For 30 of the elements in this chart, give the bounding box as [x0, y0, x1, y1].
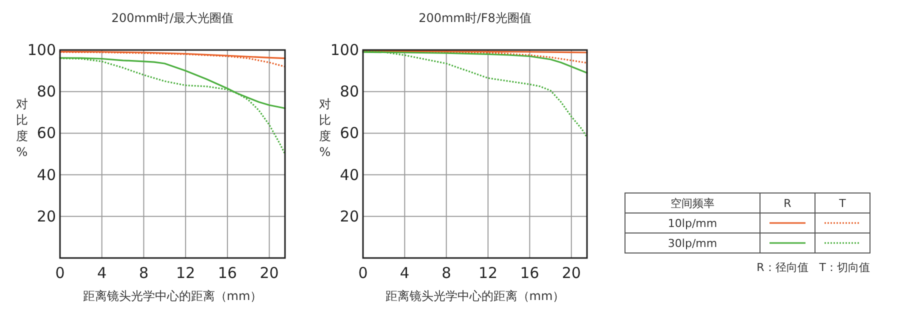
- y-axis-title: 对比度%: [319, 97, 331, 159]
- x-tick-label: 12: [478, 264, 498, 282]
- x-tick-label: 8: [138, 264, 148, 282]
- chart-title: 200mm时/最大光圈值: [111, 11, 234, 25]
- x-tick-label: 16: [520, 264, 540, 282]
- y-tick-label: 60: [340, 124, 359, 142]
- y-tick-label: 80: [36, 82, 56, 101]
- legend-title: 空间频率: [670, 197, 714, 210]
- x-tick-label: 8: [442, 264, 452, 282]
- legend: 空间频率 R T 10lp/mm 30lp/mm R：径向值 T：切向值: [624, 192, 870, 274]
- y-tick-label: 20: [36, 207, 56, 226]
- y-tick-label: 100: [330, 41, 359, 59]
- x-tick-label: 4: [97, 264, 107, 282]
- x-tick-label: 4: [400, 264, 410, 282]
- y-tick-label: 60: [36, 124, 56, 142]
- x-tick-label: 0: [55, 264, 65, 282]
- x-tick-label: 0: [358, 264, 368, 282]
- y-tick-label: 100: [27, 41, 56, 59]
- x-tick-label: 20: [562, 264, 581, 282]
- chart-title: 200mm时/F8光圈值: [418, 11, 532, 25]
- y-tick-label: 80: [340, 82, 359, 101]
- x-tick-label: 16: [218, 264, 237, 282]
- y-tick-label: 40: [36, 166, 56, 184]
- x-tick-label: 12: [176, 264, 196, 282]
- y-tick-label: 40: [340, 166, 359, 184]
- x-axis-title: 距离镜头光学中心的距离（mm）: [82, 289, 262, 303]
- x-axis-title: 距离镜头光学中心的距离（mm）: [385, 289, 565, 303]
- x-tick-label: 20: [260, 264, 279, 282]
- y-tick-label: 20: [340, 207, 359, 226]
- y-axis-title: 对比度%: [16, 97, 28, 159]
